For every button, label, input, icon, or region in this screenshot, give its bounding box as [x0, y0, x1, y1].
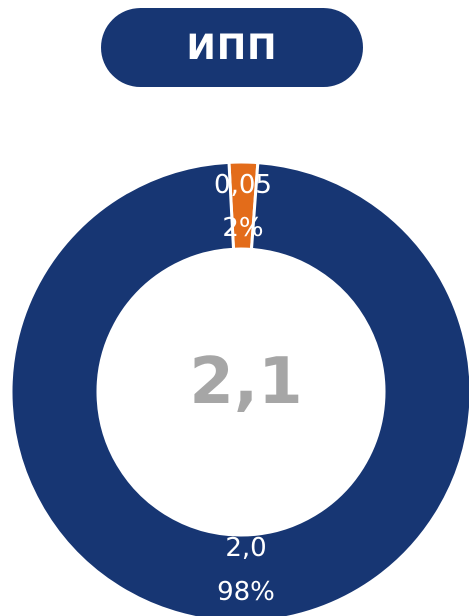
chart-title-pill: ИПП: [101, 8, 363, 87]
donut-slice-large: [9, 160, 469, 616]
slice-percent-label-large: 98%: [217, 577, 275, 607]
slice-value-label-large: 2,0: [225, 533, 266, 563]
slice-percent-label-small: 2%: [222, 213, 263, 243]
chart-title: ИПП: [186, 27, 278, 68]
donut-center-total: 2,1: [189, 345, 302, 419]
donut-slices: [9, 160, 469, 616]
slice-value-label-small: 0,05: [214, 170, 272, 200]
